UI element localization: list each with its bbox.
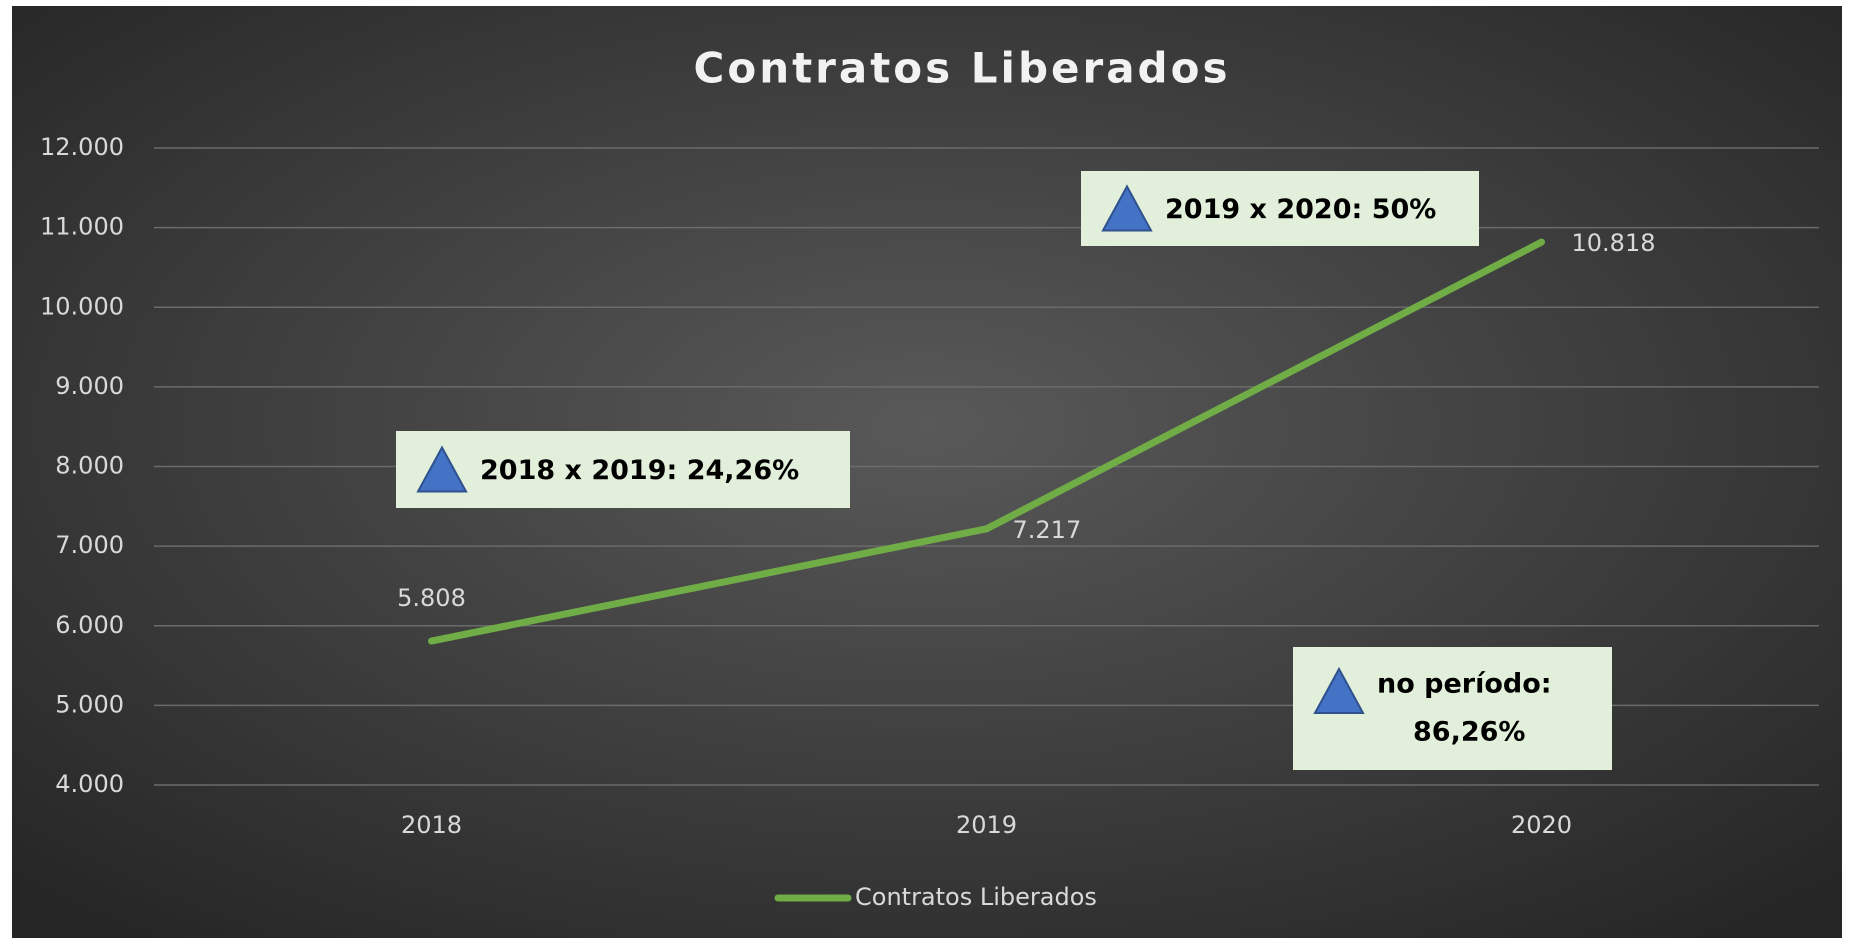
data-label: 10.818 — [1572, 229, 1656, 257]
line — [428, 238, 1545, 645]
chart-background — [12, 6, 1842, 938]
annotation-text: 86,26% — [1413, 717, 1525, 748]
annotation-box — [396, 431, 850, 508]
annotation-text: 2019 x 2020: 50% — [1165, 194, 1436, 225]
y-tick-label: 11.000 — [40, 213, 124, 241]
y-tick-label: 6.000 — [55, 611, 124, 639]
y-tick-label: 12.000 — [40, 133, 124, 161]
annotation-text: no período: — [1377, 669, 1552, 700]
x-tick-label: 2018 — [401, 811, 462, 839]
data-label: 7.217 — [1013, 516, 1082, 544]
x-tick-label: 2020 — [1511, 811, 1572, 839]
y-tick-label: 8.000 — [55, 452, 124, 480]
data-label: 5.808 — [397, 584, 466, 612]
legend-label: Contratos Liberados — [855, 883, 1097, 911]
y-tick-label: 7.000 — [55, 531, 124, 559]
chart-title: Contratos Liberados — [694, 44, 1231, 93]
y-tick-label: 4.000 — [55, 770, 124, 798]
annotation-box — [1081, 171, 1479, 246]
x-tick-label: 2019 — [956, 811, 1017, 839]
annotation-icon — [416, 445, 468, 493]
annotation-text: 2018 x 2019: 24,26% — [480, 455, 799, 486]
y-tick-label: 10.000 — [40, 292, 124, 320]
annotation-icon — [1101, 184, 1153, 232]
annotation-icon — [1313, 666, 1365, 714]
y-tick-label: 9.000 — [55, 372, 124, 400]
y-tick-label: 5.000 — [55, 690, 124, 718]
